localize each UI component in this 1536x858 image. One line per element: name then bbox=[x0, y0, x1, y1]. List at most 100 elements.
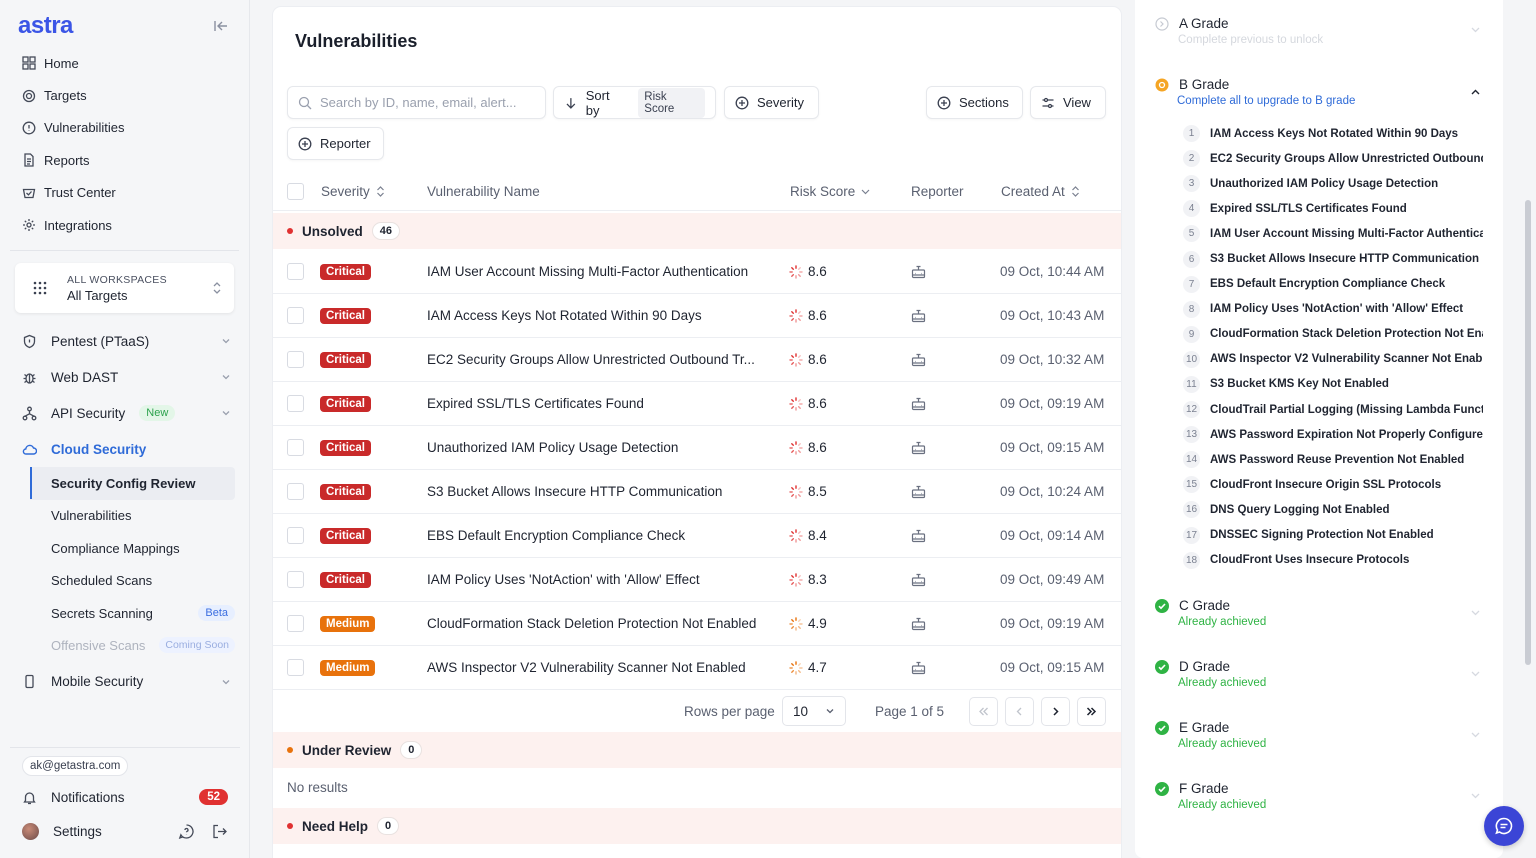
subnav-secrets-scanning[interactable]: Secrets Scanning Beta bbox=[30, 597, 235, 629]
group-cloud-security[interactable]: Cloud Security bbox=[0, 431, 249, 467]
subnav-compliance-mappings[interactable]: Compliance Mappings bbox=[51, 540, 180, 556]
vulnerability-name[interactable]: Expired SSL/TLS Certificates Found bbox=[427, 396, 644, 411]
checklist-item[interactable]: 14 AWS Password Reuse Prevention Not Enab… bbox=[1183, 447, 1483, 472]
section-under-review[interactable]: Under Review 0 bbox=[273, 732, 1121, 768]
checklist-item[interactable]: 12 CloudTrail Partial Logging (Missing La… bbox=[1183, 397, 1483, 422]
row-checkbox[interactable] bbox=[287, 263, 304, 280]
table-row[interactable]: Critical S3 Bucket Allows Insecure HTTP C… bbox=[273, 470, 1121, 514]
table-row[interactable]: Critical EC2 Security Groups Allow Unrest… bbox=[273, 338, 1121, 382]
grade-f-subtitle: Already achieved bbox=[1178, 799, 1267, 811]
checklist-item[interactable]: 16 DNS Query Logging Not Enabled bbox=[1183, 497, 1483, 522]
nav-vulnerabilities[interactable]: Vulnerabilities bbox=[0, 112, 249, 144]
checklist-item[interactable]: 17 DNSSEC Signing Protection Not Enabled bbox=[1183, 523, 1483, 548]
vulnerability-name[interactable]: IAM Policy Uses 'NotAction' with 'Allow'… bbox=[427, 572, 700, 587]
sections-button[interactable]: Sections bbox=[926, 86, 1023, 119]
workspace-selector[interactable]: ALL WORKSPACES All Targets bbox=[15, 263, 234, 314]
vulnerability-name[interactable]: EC2 Security Groups Allow Unrestricted O… bbox=[427, 352, 755, 367]
column-risk-score[interactable]: Risk Score bbox=[790, 184, 870, 199]
rows-per-page-select[interactable]: 10 bbox=[782, 696, 846, 726]
checklist-item[interactable]: 10 AWS Inspector V2 Vulnerability Scanner… bbox=[1183, 347, 1483, 372]
checklist-item[interactable]: 18 CloudFront Uses Insecure Protocols bbox=[1183, 548, 1483, 573]
checklist-item[interactable]: 15 CloudFront Insecure Origin SSL Protoco… bbox=[1183, 472, 1483, 497]
vulnerability-name[interactable]: AWS Inspector V2 Vulnerability Scanner N… bbox=[427, 660, 746, 675]
row-checkbox[interactable] bbox=[287, 571, 304, 588]
section-unsolved[interactable]: Unsolved 46 bbox=[273, 213, 1121, 249]
vulnerability-name[interactable]: EBS Default Encryption Compliance Check bbox=[427, 528, 686, 543]
checklist-item[interactable]: 9 CloudFormation Stack Deletion Protectio… bbox=[1183, 322, 1483, 347]
row-checkbox[interactable] bbox=[287, 527, 304, 544]
checklist-item[interactable]: 5 IAM User Account Missing Multi-Factor A… bbox=[1183, 221, 1483, 246]
chevron-down-icon[interactable] bbox=[1470, 790, 1481, 801]
vulnerability-name[interactable]: CloudFormation Stack Deletion Protection… bbox=[427, 616, 757, 631]
vulnerability-name[interactable]: S3 Bucket Allows Insecure HTTP Communica… bbox=[427, 484, 723, 499]
group-api-security[interactable]: API Security New bbox=[0, 395, 249, 431]
search-input[interactable]: Search by ID, name, email, alert... bbox=[287, 86, 546, 119]
next-page-button[interactable] bbox=[1041, 696, 1070, 726]
checklist-item[interactable]: 6 S3 Bucket Allows Insecure HTTP Communic… bbox=[1183, 246, 1483, 271]
chevron-down-icon[interactable] bbox=[1470, 607, 1481, 618]
table-row[interactable]: Critical IAM Access Keys Not Rotated With… bbox=[273, 294, 1121, 338]
chevron-down-icon[interactable] bbox=[1470, 24, 1481, 35]
vulnerability-name[interactable]: IAM User Account Missing Multi-Factor Au… bbox=[427, 264, 749, 279]
column-created-at[interactable]: Created At bbox=[1001, 184, 1080, 199]
view-button[interactable]: View bbox=[1030, 86, 1106, 119]
row-checkbox[interactable] bbox=[287, 615, 304, 632]
nav-targets[interactable]: Targets bbox=[0, 79, 249, 111]
table-row[interactable]: Critical IAM User Account Missing Multi-F… bbox=[273, 250, 1121, 294]
checklist-item[interactable]: 13 AWS Password Expiration Not Properly C… bbox=[1183, 422, 1483, 447]
row-checkbox[interactable] bbox=[287, 307, 304, 324]
row-checkbox[interactable] bbox=[287, 351, 304, 368]
nav-trust-center[interactable]: Trust Center bbox=[0, 177, 249, 209]
vulnerability-name[interactable]: Unauthorized IAM Policy Usage Detection bbox=[427, 440, 679, 455]
astra-logo[interactable]: astra bbox=[18, 12, 73, 39]
prev-page-button[interactable] bbox=[1005, 696, 1034, 726]
table-row[interactable]: Critical Unauthorized IAM Policy Usage De… bbox=[273, 426, 1121, 470]
last-page-button[interactable] bbox=[1077, 696, 1106, 726]
checklist-item[interactable]: 7 EBS Default Encryption Compliance Check bbox=[1183, 272, 1483, 297]
checklist-item[interactable]: 3 Unauthorized IAM Policy Usage Detection bbox=[1183, 171, 1483, 196]
row-checkbox[interactable] bbox=[287, 439, 304, 456]
checklist-item[interactable]: 1 IAM Access Keys Not Rotated Within 90 D… bbox=[1183, 121, 1483, 146]
severity-filter-button[interactable]: Severity bbox=[724, 86, 819, 119]
section-need-help[interactable]: Need Help 0 bbox=[273, 808, 1121, 844]
collapse-sidebar-icon[interactable] bbox=[213, 18, 229, 34]
reporter-filter-button[interactable]: Reporter bbox=[287, 127, 384, 160]
nav-integrations[interactable]: Integrations bbox=[0, 209, 249, 241]
group-pentest[interactable]: Pentest (PTaaS) bbox=[0, 323, 249, 359]
help-chat-icon[interactable] bbox=[178, 823, 195, 840]
checklist-item[interactable]: 4 Expired SSL/TLS Certificates Found bbox=[1183, 196, 1483, 221]
table-row[interactable]: Medium AWS Inspector V2 Vulnerability Sca… bbox=[273, 646, 1121, 690]
select-all-checkbox[interactable] bbox=[287, 183, 304, 200]
checklist-item[interactable]: 11 S3 Bucket KMS Key Not Enabled bbox=[1183, 372, 1483, 397]
row-checkbox[interactable] bbox=[287, 659, 304, 676]
table-row[interactable]: Medium CloudFormation Stack Deletion Prot… bbox=[273, 602, 1121, 646]
table-row[interactable]: Critical EBS Default Encryption Complianc… bbox=[273, 514, 1121, 558]
nav-reports[interactable]: Reports bbox=[0, 144, 249, 176]
group-web-dast[interactable]: Web DAST bbox=[0, 359, 249, 395]
checklist-item[interactable]: 2 EC2 Security Groups Allow Unrestricted … bbox=[1183, 146, 1483, 171]
table-row[interactable]: Critical IAM Policy Uses 'NotAction' with… bbox=[273, 558, 1121, 602]
scrollbar[interactable] bbox=[1525, 200, 1531, 665]
chat-support-button[interactable] bbox=[1484, 806, 1524, 846]
row-checkbox[interactable] bbox=[287, 483, 304, 500]
page-info: Page 1 of 5 bbox=[875, 703, 945, 719]
checklist-item[interactable]: 8 IAM Policy Uses 'NotAction' with 'Allow… bbox=[1183, 297, 1483, 322]
subnav-vulnerabilities[interactable]: Vulnerabilities bbox=[51, 508, 132, 524]
sort-button[interactable]: Sort by Risk Score bbox=[553, 86, 716, 119]
row-checkbox[interactable] bbox=[287, 395, 304, 412]
nav-home[interactable]: Home bbox=[0, 47, 249, 79]
settings-link[interactable]: Settings bbox=[0, 814, 250, 848]
notifications-link[interactable]: Notifications 52 bbox=[0, 780, 250, 814]
group-mobile-security[interactable]: Mobile Security bbox=[0, 664, 249, 700]
robot-reporter-icon bbox=[911, 309, 926, 323]
chevron-down-icon[interactable] bbox=[1470, 729, 1481, 740]
chevron-down-icon[interactable] bbox=[1470, 668, 1481, 679]
subnav-security-config-review[interactable]: Security Config Review bbox=[30, 467, 235, 500]
vulnerability-name[interactable]: IAM Access Keys Not Rotated Within 90 Da… bbox=[427, 308, 702, 323]
column-severity[interactable]: Severity bbox=[321, 184, 385, 199]
table-row[interactable]: Critical Expired SSL/TLS Certificates Fou… bbox=[273, 382, 1121, 426]
first-page-button[interactable] bbox=[969, 696, 998, 726]
logout-icon[interactable] bbox=[211, 823, 228, 840]
chevron-up-icon[interactable] bbox=[1470, 87, 1481, 98]
subnav-scheduled-scans[interactable]: Scheduled Scans bbox=[51, 573, 153, 589]
